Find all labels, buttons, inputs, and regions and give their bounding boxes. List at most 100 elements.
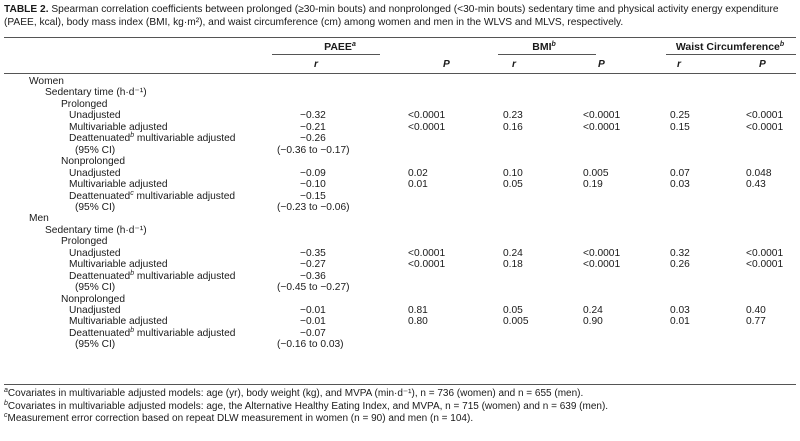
column-subheader: P bbox=[443, 59, 450, 70]
table-top-rule bbox=[4, 37, 796, 38]
table-cell: <0.0001 bbox=[583, 247, 621, 259]
footnote-marker: b bbox=[4, 399, 8, 407]
table-bottom-rule bbox=[4, 384, 796, 385]
footnote-marker: c bbox=[130, 189, 134, 197]
table-cell: −0.32 bbox=[300, 110, 326, 122]
column-subheader: P bbox=[598, 59, 605, 70]
row-label: (95% CI) bbox=[75, 201, 115, 214]
row-label-text: Prolonged bbox=[61, 98, 108, 110]
table-cell: −0.21 bbox=[300, 121, 326, 133]
table-caption: TABLE 2. Spearman correlation coefficien… bbox=[4, 3, 796, 29]
row-label: Prolonged bbox=[61, 235, 107, 248]
footnote: cMeasurement error correction based on r… bbox=[4, 412, 474, 425]
footnote-marker: b bbox=[779, 41, 785, 48]
row-label: (95% CI) bbox=[75, 144, 115, 157]
table-cell: 0.05 bbox=[503, 179, 523, 191]
table-cell: <0.0001 bbox=[746, 121, 784, 133]
table-cell: −0.26 bbox=[300, 133, 326, 145]
table-cell: −0.09 bbox=[300, 167, 326, 179]
table-cell: 0.80 bbox=[408, 316, 428, 328]
row-label: (95% CI) bbox=[75, 281, 115, 294]
table-cell: 0.23 bbox=[503, 110, 523, 122]
table-cell: 0.43 bbox=[746, 179, 766, 191]
row-label-text: Nonprolonged bbox=[61, 156, 126, 168]
table-cell: 0.01 bbox=[670, 316, 690, 328]
table-cell: 0.005 bbox=[583, 167, 609, 179]
column-group-header: PAEEa bbox=[324, 41, 356, 54]
table-cell: <0.0001 bbox=[583, 259, 621, 271]
table-label: TABLE 2. bbox=[4, 4, 49, 15]
table-cell: <0.0001 bbox=[746, 247, 784, 259]
row-label: Deattenuatedb multivariable adjusted bbox=[69, 132, 235, 145]
row-label: Unadjusted bbox=[69, 109, 121, 122]
table-cell: −0.36 bbox=[300, 270, 326, 282]
table-cell: 0.03 bbox=[670, 179, 690, 191]
table-cell: 0.40 bbox=[746, 305, 766, 316]
table-cell: 0.24 bbox=[503, 247, 523, 259]
table-cell: −0.35 bbox=[300, 247, 326, 259]
table-cell: 0.77 bbox=[746, 316, 766, 328]
row-label: Nonprolonged bbox=[61, 155, 125, 168]
table-cell: −0.07 bbox=[300, 327, 326, 339]
table-cell: 0.90 bbox=[583, 316, 603, 328]
column-group-header: BMIb bbox=[532, 41, 556, 54]
footnote: aCovariates in multivariable adjusted mo… bbox=[4, 387, 584, 400]
table-cell: <0.0001 bbox=[408, 110, 446, 122]
table-cell: 0.32 bbox=[670, 247, 690, 259]
table-cell: <0.0001 bbox=[408, 259, 446, 271]
row-label-text: Women bbox=[29, 76, 64, 87]
row-label: Prolonged bbox=[61, 98, 107, 111]
row-label: Multivariable adjusted bbox=[69, 315, 168, 328]
table-cell: (−0.16 to 0.03) bbox=[277, 339, 344, 351]
table-cell: (−0.23 to −0.06) bbox=[277, 201, 350, 213]
column-subheader: P bbox=[759, 59, 766, 70]
footnote-marker: b bbox=[130, 326, 135, 334]
row-label-text: Deattenuated bbox=[69, 133, 131, 145]
row-label-text: Unadjusted bbox=[69, 110, 121, 122]
row-label: Women bbox=[29, 75, 64, 88]
table-cell: <0.0001 bbox=[583, 121, 621, 133]
group-underline bbox=[498, 54, 596, 55]
row-label-text: (95% CI) bbox=[75, 339, 116, 351]
row-label: Multivariable adjusted bbox=[69, 121, 168, 134]
group-label: PAEE bbox=[324, 41, 352, 53]
table-cell: 0.81 bbox=[408, 305, 428, 316]
row-label-text: Multivariable adjusted bbox=[69, 121, 168, 133]
footnote-text: Measurement error correction based on re… bbox=[7, 413, 474, 424]
row-label: Deattenuatedc multivariable adjusted bbox=[69, 190, 235, 203]
table-cell: 0.02 bbox=[408, 167, 428, 179]
row-label-text: Nonprolonged bbox=[61, 293, 126, 305]
table-cell: 0.10 bbox=[503, 167, 523, 179]
row-label: Multivariable adjusted bbox=[69, 258, 168, 271]
row-label-text: Multivariable adjusted bbox=[69, 259, 168, 271]
row-label-text: Multivariable adjusted bbox=[69, 179, 168, 191]
table-cell: (−0.45 to −0.27) bbox=[277, 282, 350, 294]
footnote-marker: b bbox=[551, 41, 556, 48]
row-label: Unadjusted bbox=[69, 304, 121, 317]
table-cell: 0.24 bbox=[583, 305, 603, 316]
row-label: Deattenuatedb multivariable adjusted bbox=[69, 270, 235, 283]
table-cell: 0.19 bbox=[583, 179, 603, 191]
row-label: Nonprolonged bbox=[61, 293, 125, 306]
table-cell: 0.26 bbox=[670, 259, 690, 271]
row-label-text-cont: multivariable adjusted bbox=[134, 133, 236, 145]
footnote-text: Covariates in multivariable adjusted mod… bbox=[7, 388, 584, 399]
footnote: bCovariates in multivariable adjusted mo… bbox=[4, 399, 608, 413]
table-cell: −0.01 bbox=[300, 305, 326, 316]
row-label-text: Prolonged bbox=[61, 236, 108, 248]
row-label: Men bbox=[29, 212, 49, 225]
row-label-text: Deattenuated bbox=[69, 190, 131, 202]
footnote-marker: b bbox=[130, 132, 135, 140]
table-cell: 0.18 bbox=[503, 259, 523, 271]
table-cell: <0.0001 bbox=[408, 121, 446, 133]
table-cell: −0.01 bbox=[300, 316, 326, 328]
footnote-marker: a bbox=[351, 41, 356, 48]
row-label-text: (95% CI) bbox=[75, 201, 116, 213]
table-cell: −0.10 bbox=[300, 179, 326, 191]
table-cell: <0.0001 bbox=[408, 247, 446, 259]
row-label: (95% CI) bbox=[75, 338, 115, 351]
footnote-marker: a bbox=[4, 387, 8, 394]
row-label-text-cont: multivariable adjusted bbox=[133, 190, 236, 202]
header-bottom-rule bbox=[4, 73, 796, 74]
row-label: Deattenuatedb multivariable adjusted bbox=[69, 327, 235, 340]
